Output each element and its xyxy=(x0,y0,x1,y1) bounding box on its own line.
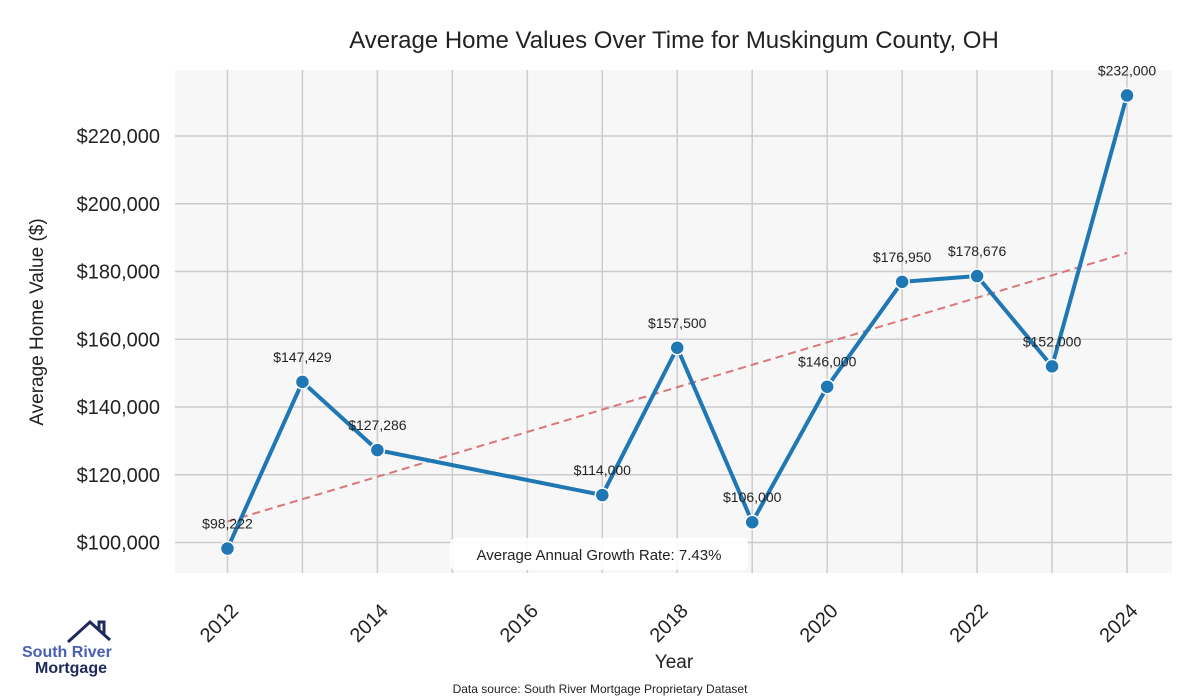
data-label: $176,950 xyxy=(873,249,932,265)
y-tick-label: $180,000 xyxy=(77,262,160,284)
data-label: $232,000 xyxy=(1098,62,1157,78)
chart-title: Average Home Values Over Time for Muskin… xyxy=(349,27,999,54)
data-label: $127,286 xyxy=(348,417,407,433)
x-tick-label: 2020 xyxy=(796,600,843,647)
x-tick-label: 2012 xyxy=(196,600,243,647)
y-tick-label: $200,000 xyxy=(77,194,160,216)
annotation-box xyxy=(450,538,748,570)
y-tick-label: $100,000 xyxy=(77,533,160,555)
x-tick-label: 2022 xyxy=(946,600,993,647)
logo-line-2: Mortgage xyxy=(35,660,107,677)
south-river-mortgage-logo: South River Mortgage xyxy=(22,620,122,680)
data-point xyxy=(1119,87,1135,104)
data-label: $157,500 xyxy=(648,315,707,331)
data-point xyxy=(669,340,685,356)
trend-line xyxy=(227,251,1128,523)
y-tick-label: $120,000 xyxy=(77,465,160,487)
logo-line-1: South River xyxy=(22,644,112,661)
data-label: $114,000 xyxy=(574,462,632,478)
data-label: $178,676 xyxy=(948,243,1007,259)
house-roof-icon xyxy=(66,620,112,644)
x-tick-label: 2014 xyxy=(346,600,393,647)
data-label: $146,000 xyxy=(798,354,857,370)
x-tick-label: 2016 xyxy=(496,600,543,647)
x-tick-label: 2024 xyxy=(1096,600,1143,647)
data-point xyxy=(219,540,236,557)
data-point xyxy=(294,374,311,390)
data-label: $98,222 xyxy=(202,516,253,532)
y-axis-label: Average Home Value ($) xyxy=(27,218,48,425)
data-label: $152,000 xyxy=(1023,333,1082,349)
data-label: $147,429 xyxy=(273,349,332,365)
y-tick-label: $160,000 xyxy=(77,329,160,351)
data-source-note: Data source: South River Mortgage Propri… xyxy=(453,682,748,696)
data-point xyxy=(1044,358,1060,375)
plot-area xyxy=(175,70,1172,573)
data-point xyxy=(594,487,611,503)
data-point xyxy=(894,274,910,290)
data-label: $106,000 xyxy=(723,489,782,505)
growth-rate-annotation: Average Annual Growth Rate: 7.43% xyxy=(477,547,722,564)
data-point xyxy=(819,378,835,395)
y-tick-label: $220,000 xyxy=(77,126,160,148)
data-point xyxy=(969,268,985,284)
data-point xyxy=(744,514,760,530)
data-point xyxy=(369,442,386,458)
x-axis-label: Year xyxy=(655,652,694,673)
y-tick-label: $140,000 xyxy=(77,397,160,419)
x-tick-label: 2018 xyxy=(646,600,693,647)
